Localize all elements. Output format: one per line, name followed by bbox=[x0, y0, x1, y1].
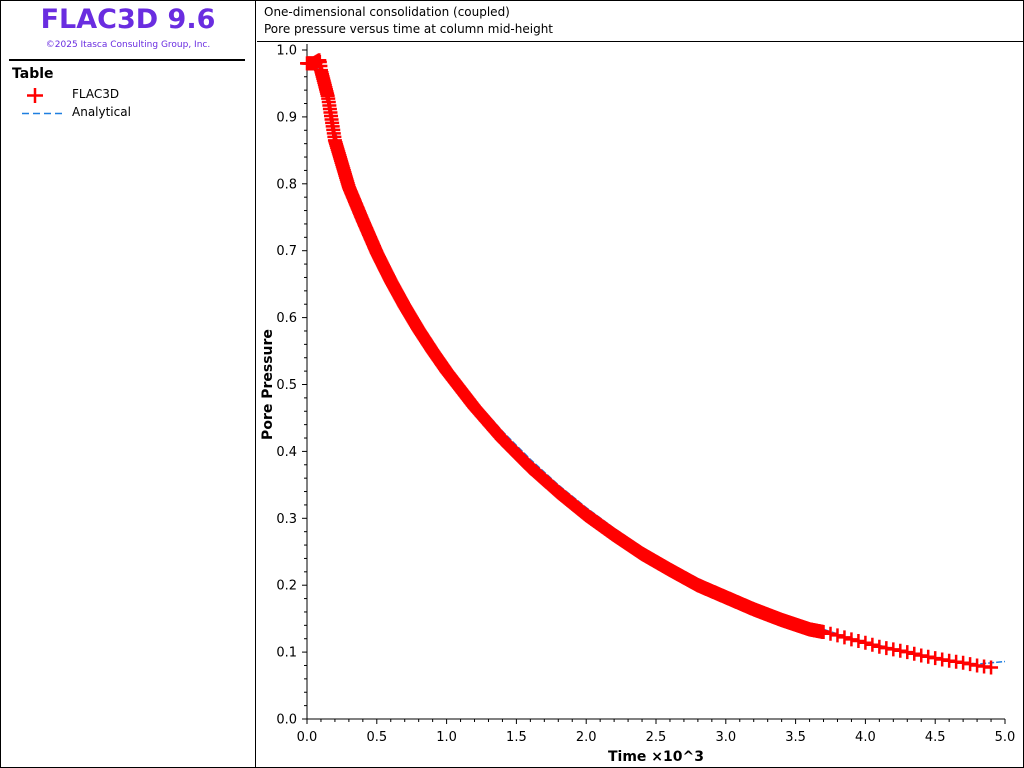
x-tick-label: 2.5 bbox=[646, 730, 667, 745]
analytical-line bbox=[307, 62, 1006, 665]
flac3d-marker bbox=[858, 635, 873, 650]
y-tick-label: 1.0 bbox=[276, 44, 297, 59]
x-tick-label: 5.0 bbox=[995, 730, 1016, 745]
flac3d-marker bbox=[837, 630, 852, 645]
legend-panel: FLAC3D 9.6 ©2025 Itasca Consulting Group… bbox=[0, 0, 256, 768]
flac3d-marker bbox=[823, 626, 838, 641]
legend-label-analytical: Analytical bbox=[72, 105, 131, 119]
x-tick-label: 3.0 bbox=[715, 730, 736, 745]
app-title: FLAC3D 9.6 bbox=[40, 4, 216, 35]
axes-layer bbox=[302, 44, 1006, 724]
flac3d-series bbox=[300, 53, 999, 675]
pore-pressure-chart: 0.0 0.1 0.2 0.3 0.4 0.5 0.6 0.7 0.8 0.9 1.0 0.0 0.5 1… bbox=[260, 44, 1015, 766]
dashed-line-icon bbox=[22, 112, 62, 115]
flac3d-marker bbox=[935, 652, 950, 667]
legend-title: Table bbox=[12, 66, 54, 82]
axis-labels-layer: 0.0 0.1 0.2 0.3 0.4 0.5 0.6 0.7 0.8 0.9 1.0 0.0 0.5 1… bbox=[260, 44, 1015, 766]
x-tick-label: 1.0 bbox=[436, 730, 457, 745]
x-tick-label: 0.5 bbox=[366, 730, 387, 745]
y-tick-label: 0.3 bbox=[276, 512, 297, 527]
analytical-series bbox=[307, 62, 1006, 665]
y-tick-label: 0.7 bbox=[276, 244, 297, 259]
y-tick-label: 0.6 bbox=[276, 311, 297, 326]
flac3d-marker bbox=[816, 625, 831, 640]
x-tick-label: 4.5 bbox=[925, 730, 946, 745]
flac3d-marker bbox=[984, 660, 999, 675]
y-tick-label: 0.4 bbox=[276, 445, 297, 460]
flac3d-marker bbox=[907, 646, 922, 661]
y-tick-label: 0.5 bbox=[276, 378, 297, 393]
flac3d-marker bbox=[893, 643, 908, 658]
x-tick-label: 4.0 bbox=[855, 730, 876, 745]
copyright-text: ©2025 Itasca Consulting Group, Inc. bbox=[45, 40, 211, 50]
flac3d-marker bbox=[928, 651, 943, 666]
flac3d-marker bbox=[851, 634, 866, 649]
flac3d-marker bbox=[844, 632, 859, 647]
flac3d-marker bbox=[830, 628, 845, 643]
y-tick-label: 0.9 bbox=[276, 110, 297, 125]
panel-divider bbox=[9, 59, 245, 61]
y-tick-label: 0.1 bbox=[276, 646, 297, 661]
y-tick-label: 0.8 bbox=[276, 177, 297, 192]
x-axis-title: Time ×10^3 bbox=[608, 749, 704, 765]
x-tick-label: 2.0 bbox=[576, 730, 597, 745]
flac3d-marker bbox=[886, 642, 901, 657]
y-tick-label: 0.0 bbox=[276, 713, 297, 728]
y-tick-label: 0.2 bbox=[276, 579, 297, 594]
flac3d-marker bbox=[963, 657, 978, 672]
plot-title-line1: One-dimensional consolidation (coupled) bbox=[264, 5, 510, 19]
flac3d-marker bbox=[921, 649, 936, 664]
flac3d-marker bbox=[914, 648, 929, 663]
flac3d-marker bbox=[900, 645, 915, 660]
x-tick-label: 3.5 bbox=[785, 730, 806, 745]
flac3d-marker bbox=[956, 655, 971, 670]
flac3d-marker bbox=[879, 641, 894, 656]
x-tick-label: 0.0 bbox=[297, 730, 318, 745]
x-tick-label: 1.5 bbox=[506, 730, 527, 745]
legend-label-flac3d: FLAC3D bbox=[72, 87, 120, 101]
y-axis-title: Pore Pressure bbox=[260, 329, 276, 440]
plot-header: One-dimensional consolidation (coupled) … bbox=[257, 0, 1024, 42]
plot-title-line2: Pore pressure versus time at column mid-… bbox=[264, 22, 554, 36]
plus-marker-icon bbox=[27, 88, 43, 103]
flac3d-marker bbox=[865, 637, 880, 652]
flac3d-marker bbox=[872, 639, 887, 654]
